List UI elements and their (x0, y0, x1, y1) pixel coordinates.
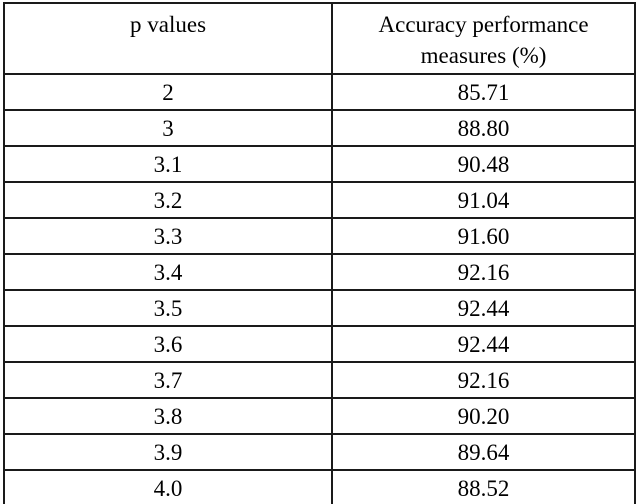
p-values-column-header: p values (2, 2, 334, 75)
p-value-cell: 3.9 (2, 433, 334, 471)
table-row: 3.1 90.48 (2, 145, 636, 183)
accuracy-column-header: Accuracy performance measures (%) (331, 2, 636, 75)
table-row: 3.3 91.60 (2, 217, 636, 255)
table-row: 3.5 92.44 (2, 289, 636, 327)
p-value-cell: 3.5 (2, 289, 334, 327)
accuracy-header-line2: measures (%) (420, 43, 547, 68)
accuracy-cell: 92.16 (331, 361, 636, 399)
p-value-cell: 4.0 (2, 469, 334, 504)
p-value-cell: 3.7 (2, 361, 334, 399)
table-row: 3 88.80 (2, 109, 636, 147)
p-values-header-label: p values (130, 12, 207, 37)
p-value-cell: 3 (2, 109, 334, 147)
accuracy-cell: 85.71 (331, 73, 636, 111)
table-row: 3.7 92.16 (2, 361, 636, 399)
p-value-cell: 3.4 (2, 253, 334, 291)
p-value-cell: 3.3 (2, 217, 334, 255)
p-value-cell: 3.2 (2, 181, 334, 219)
table-row: 3.2 91.04 (2, 181, 636, 219)
accuracy-cell: 88.80 (331, 109, 636, 147)
table-row: 3.4 92.16 (2, 253, 636, 291)
accuracy-header-line1: Accuracy performance (378, 12, 589, 37)
table-row: 3.8 90.20 (2, 397, 636, 435)
table-row: 2 85.71 (2, 73, 636, 111)
p-value-cell: 2 (2, 73, 334, 111)
accuracy-cell: 88.52 (331, 469, 636, 504)
accuracy-cell: 92.44 (331, 325, 636, 363)
p-value-cell: 3.8 (2, 397, 334, 435)
accuracy-cell: 91.60 (331, 217, 636, 255)
accuracy-cell: 89.64 (331, 433, 636, 471)
table-header-row: p values Accuracy performance measures (… (2, 2, 636, 75)
accuracy-cell: 92.16 (331, 253, 636, 291)
p-value-cell: 3.1 (2, 145, 334, 183)
accuracy-cell: 90.48 (331, 145, 636, 183)
table-row: 3.6 92.44 (2, 325, 636, 363)
table-row: 4.0 88.52 (2, 469, 636, 504)
p-value-cell: 3.6 (2, 325, 334, 363)
table-row: 3.9 89.64 (2, 433, 636, 471)
accuracy-cell: 91.04 (331, 181, 636, 219)
accuracy-cell: 92.44 (331, 289, 636, 327)
accuracy-cell: 90.20 (331, 397, 636, 435)
